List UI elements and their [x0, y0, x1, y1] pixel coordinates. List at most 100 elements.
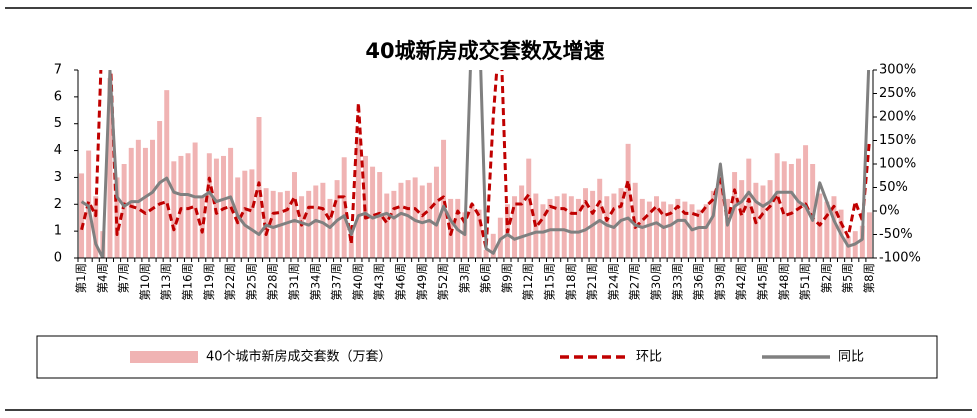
- plot-area: [79, 70, 872, 258]
- bar: [476, 209, 482, 258]
- x-tick-label: 第36周: [692, 263, 706, 301]
- x-tick-label: 第39周: [713, 263, 727, 301]
- bar: [150, 139, 156, 258]
- x-tick-label: 第2周: [819, 263, 833, 293]
- bar: [441, 139, 447, 258]
- x-tick-label: 第43周: [372, 263, 386, 301]
- x-tick-label: 第19周: [202, 263, 216, 301]
- bar: [320, 182, 326, 258]
- bar: [171, 161, 177, 258]
- x-tick-label: 第40周: [351, 263, 365, 301]
- bar: [554, 196, 560, 258]
- bar: [185, 153, 191, 258]
- bar: [732, 172, 738, 258]
- bar: [93, 196, 99, 258]
- bar: [206, 153, 212, 258]
- bar: [483, 249, 489, 258]
- x-tick-label: 第7周: [117, 263, 131, 293]
- bar: [284, 190, 290, 258]
- x-tick-label: 第46周: [393, 263, 407, 301]
- bar: [774, 153, 780, 258]
- bar: [164, 90, 170, 258]
- bar: [469, 204, 475, 258]
- bar: [433, 166, 439, 258]
- bar: [107, 78, 113, 258]
- x-tick-label: 第3周: [457, 263, 471, 293]
- bar: [299, 196, 305, 258]
- y2-tick-label: 100%: [879, 157, 916, 172]
- bar: [831, 196, 837, 258]
- y2-tick-label: 300%: [879, 63, 916, 78]
- x-tick-label: 第16周: [181, 263, 195, 301]
- bar: [384, 193, 390, 258]
- legend-swatch: [130, 351, 198, 363]
- bar: [405, 180, 411, 258]
- x-tick-label: 第1周: [74, 263, 88, 293]
- legend-label: 同比: [838, 350, 864, 365]
- bar: [490, 233, 496, 258]
- bar: [675, 198, 681, 258]
- bar: [526, 158, 532, 258]
- bar: [270, 190, 276, 258]
- bar: [788, 164, 794, 258]
- bar: [341, 157, 347, 258]
- y2-tick-label: 50%: [879, 180, 908, 195]
- x-tick-label: 第31周: [287, 263, 301, 301]
- bar: [696, 209, 702, 258]
- bar: [228, 147, 234, 258]
- bar: [739, 180, 745, 258]
- y2-tick-label: 0%: [879, 204, 900, 219]
- x-tick-label: 第18周: [564, 263, 578, 301]
- bar: [79, 173, 85, 258]
- y2-tick-label: 250%: [879, 86, 916, 101]
- bar: [803, 145, 809, 258]
- x-tick-label: 第25周: [244, 263, 258, 301]
- bar: [717, 177, 723, 258]
- bar: [135, 139, 141, 258]
- bar: [625, 143, 631, 258]
- x-tick-label: 第51周: [798, 263, 812, 301]
- bar: [561, 193, 567, 258]
- line: [80, 70, 871, 258]
- bar: [781, 161, 787, 258]
- bar: [682, 201, 688, 258]
- y-tick-label: 7: [54, 63, 62, 78]
- bar: [575, 198, 581, 258]
- x-tick-label: 第49周: [415, 263, 429, 301]
- legend-box: [36, 335, 938, 379]
- y2-tick-label: -50%: [879, 227, 913, 242]
- bar: [760, 185, 766, 258]
- bar: [249, 169, 255, 258]
- legend-label: 环比: [636, 350, 662, 365]
- x-tick-label: 第12周: [521, 263, 535, 301]
- bar: [292, 172, 297, 258]
- y-tick-label: 5: [54, 116, 62, 131]
- y-tick-label: 2: [54, 197, 62, 212]
- x-tick-label: 第8周: [862, 263, 876, 293]
- x-tick-label: 第42周: [734, 263, 748, 301]
- x-tick-label: 第24周: [606, 263, 620, 301]
- bar: [661, 201, 667, 258]
- bar: [668, 204, 674, 258]
- legend-label: 40个城市新房成交套数（万套）: [206, 349, 392, 365]
- x-tick-label: 第6周: [479, 263, 493, 293]
- bar: [512, 196, 518, 258]
- x-tick-label: 第33周: [670, 263, 684, 301]
- bar: [654, 196, 659, 258]
- bar: [746, 158, 752, 258]
- bar: [256, 117, 262, 258]
- bar: [568, 196, 574, 258]
- y-tick-label: 6: [54, 89, 62, 104]
- y-tick-label: 3: [54, 170, 62, 185]
- bar: [824, 201, 830, 258]
- x-tick-label: 第21周: [585, 263, 599, 301]
- bar: [725, 198, 730, 258]
- bar: [710, 190, 716, 258]
- bar: [370, 166, 376, 258]
- x-tick-label: 第22周: [223, 263, 237, 301]
- x-tick-label: 第9周: [500, 263, 514, 293]
- bar: [199, 196, 205, 258]
- y2-tick-label: 150%: [879, 133, 916, 148]
- x-tick-label: 第4周: [95, 263, 109, 293]
